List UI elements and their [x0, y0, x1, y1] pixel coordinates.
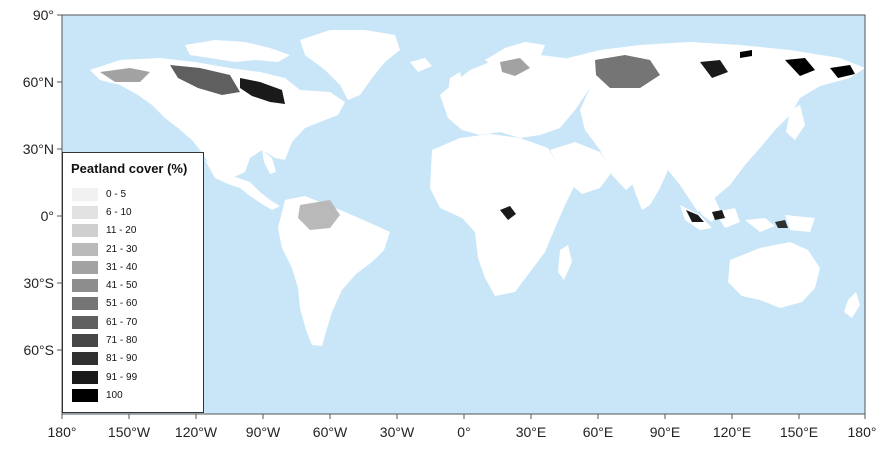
landmass-india [626, 162, 668, 210]
legend-swatch [72, 224, 98, 238]
lon-label-30e: 30°E [516, 424, 547, 440]
legend-label: 81 - 90 [106, 353, 138, 365]
lon-label-90e: 90°E [650, 424, 681, 440]
lat-label-60n: 60°N [23, 74, 54, 90]
legend-item: 51 - 60 [72, 295, 137, 313]
legend-label: 11 - 20 [106, 225, 137, 237]
peatland-new-guinea [775, 220, 788, 228]
legend-item: 0 - 5 [72, 185, 137, 203]
landmass-japan [786, 105, 805, 140]
legend-swatch [72, 315, 98, 329]
legend-swatch [72, 205, 98, 219]
peatland-alaska [100, 68, 150, 82]
lon-label-120e: 120°E [713, 424, 751, 440]
landmass-new-zealand [844, 292, 860, 318]
lon-label-180w: 180° [48, 424, 77, 440]
landmass-britain [448, 72, 464, 98]
legend-item: 71 - 80 [72, 331, 137, 349]
landmass-arabia [550, 142, 612, 194]
legend-label: 21 - 30 [106, 243, 138, 255]
legend-swatch [72, 187, 98, 201]
legend-label: 71 - 80 [106, 335, 138, 347]
legend-swatch [72, 388, 98, 402]
lon-label-60e: 60°E [583, 424, 614, 440]
landmass-indonesia [680, 205, 815, 232]
lat-label-30s: 30°S [23, 275, 54, 291]
legend-label: 51 - 60 [106, 298, 138, 310]
peatland-indonesia [686, 210, 725, 222]
longitude-axis [61, 414, 866, 419]
landmass-arctic-islands [185, 40, 290, 62]
legend-swatch [72, 352, 98, 366]
peatland-arctic-coast [740, 50, 752, 58]
legend-label: 100 [106, 389, 123, 401]
legend-item: 91 - 99 [72, 368, 137, 386]
legend-swatch [72, 334, 98, 348]
landmass-scandinavia [485, 42, 545, 72]
legend-title: Peatland cover (%) [71, 161, 188, 176]
lon-label-120w: 120°W [175, 424, 218, 440]
legend-swatch [72, 242, 98, 256]
lat-label-90: 90° [33, 7, 54, 23]
landmass-europe [440, 55, 590, 138]
landmass-south-america [278, 196, 390, 346]
peatland-congo [500, 206, 516, 220]
legend-item: 21 - 30 [72, 240, 137, 258]
landmass-florida [262, 150, 276, 174]
legend-swatch [72, 297, 98, 311]
landmass-madagascar [558, 245, 572, 280]
legend-item: 6 - 10 [72, 203, 137, 221]
peatland-amazon [298, 200, 340, 230]
legend-item: 81 - 90 [72, 350, 137, 368]
landmass-australia [728, 242, 820, 308]
legend-item: 11 - 20 [72, 222, 137, 240]
legend-label: 31 - 40 [106, 261, 138, 273]
lat-label-30n: 30°N [23, 141, 54, 157]
landmass-central-america [205, 160, 280, 210]
lon-label-150e: 150°E [780, 424, 818, 440]
lon-label-180e: 180° [848, 424, 877, 440]
lon-label-30w: 30°W [380, 424, 415, 440]
legend-swatch [72, 260, 98, 274]
peatland-west-siberia [595, 55, 660, 88]
latitude-axis [57, 14, 62, 351]
peatland-scandinavia [500, 58, 530, 76]
legend-swatch [72, 279, 98, 293]
landmass-greenland [300, 30, 400, 100]
lon-label-0: 0° [457, 424, 470, 440]
legend-label: 41 - 50 [106, 280, 138, 292]
legend-label: 0 - 5 [106, 188, 127, 200]
lon-label-60w: 60°W [313, 424, 348, 440]
peatland-east-siberia [700, 60, 728, 78]
lat-label-0: 0° [41, 208, 54, 224]
legend-label: 6 - 10 [106, 206, 132, 218]
landmass-africa [430, 134, 575, 296]
landmass-north-america [90, 58, 345, 178]
legend-item: 41 - 50 [72, 276, 137, 294]
lon-label-150w: 150°W [108, 424, 151, 440]
landmass-iceland [410, 58, 432, 72]
peatland-hudson-lowlands [240, 78, 285, 104]
legend-items: 0 - 5 6 - 10 11 - 20 21 - 30 31 - 40 41 - 50 5… [72, 185, 137, 405]
peatland-canada-boreal [170, 65, 240, 95]
peatland-kamchatka [785, 58, 815, 76]
peatland-cover [100, 50, 855, 230]
lat-label-60s: 60°S [23, 342, 54, 358]
lon-label-90w: 90°W [246, 424, 281, 440]
peatland-far-north [830, 65, 855, 78]
land-masses [90, 30, 865, 346]
legend: Peatland cover (%) 0 - 5 6 - 10 11 - 20 21 … [62, 152, 204, 413]
legend-swatch [72, 370, 98, 384]
legend-label: 91 - 99 [106, 371, 138, 383]
legend-label: 61 - 70 [106, 316, 138, 328]
legend-item: 31 - 40 [72, 258, 137, 276]
legend-item: 100 [72, 386, 137, 404]
legend-item: 61 - 70 [72, 313, 137, 331]
